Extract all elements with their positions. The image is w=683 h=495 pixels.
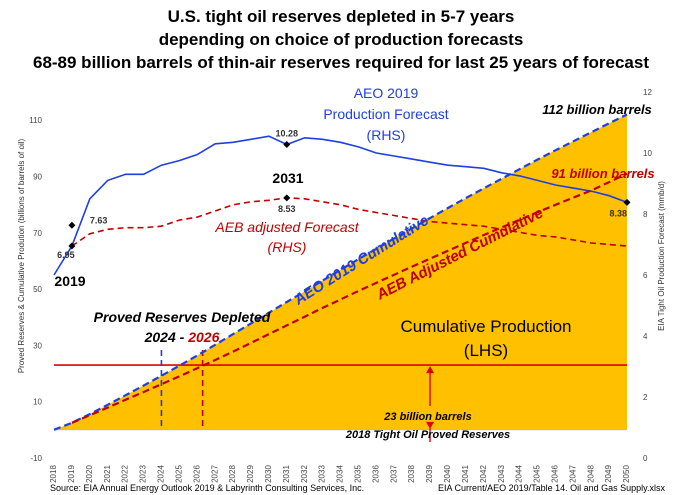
marker-layer: 6.95 7.63 10.28 8.53 8.38 [57,128,631,260]
series-layer [53,113,628,442]
point-label-7.63: 7.63 [90,215,108,225]
aeb-forecast-label-line1: AEB adjusted Forecast [214,219,359,235]
point-label-10.28: 10.28 [276,128,299,138]
chart-title-line2: depending on choice of production foreca… [159,30,524,49]
x-tick-label: 2030 [264,465,273,483]
file-note: EIA Current/AEO 2019/Table 14. Oil and G… [438,483,665,493]
cumulative-production-area [54,114,627,430]
aeo-forecast-label-line2: Production Forecast [323,106,448,122]
point-marker-8.53 [283,194,291,202]
x-tick-label: 2049 [604,465,613,483]
left-tick-label: 10 [33,398,42,407]
x-tick-label: 2039 [425,465,434,483]
left-tick-label: 50 [33,285,42,294]
x-tick-label: 2043 [497,465,506,483]
x-tick-label: 2038 [407,465,416,483]
point-marker-6.95 [68,242,76,250]
right-tick-label: 10 [643,149,652,158]
right-tick-label: 2 [643,393,648,402]
aeo-forecast-label-line3: (RHS) [367,127,406,143]
left-tick-label: 90 [33,172,42,181]
point-marker-7.63 [68,221,76,229]
source-note: Source: EIA Annual Energy Outlook 2019 &… [50,483,364,493]
depletion-year-dash: - [176,329,188,345]
depletion-year-aeb: 2026 [187,329,219,345]
depletion-year-aeo: 2024 [144,329,176,345]
x-tick-label: 2041 [461,465,470,483]
x-tick-label: 2031 [282,465,291,483]
point-marker-10.28 [283,140,291,148]
x-tick-label: 2047 [568,465,577,483]
year-2031-label: 2031 [272,170,303,186]
aeo-forecast-label-line1: AEO 2019 [354,85,419,101]
point-label-8.53: 8.53 [278,204,296,214]
left-tick-label: -10 [30,454,42,463]
reserves-arrow-up-head [426,366,435,374]
x-tick-label: 2024 [157,465,166,483]
x-tick-label: 2048 [586,465,595,483]
axis-layer: -10 10 30 50 70 90 110 0 2 4 6 8 10 12 2018 2019 2020 202… [29,88,652,483]
x-tick-label: 2045 [533,465,542,483]
point-marker-8.38 [623,198,631,206]
proved-reserves-depleted-label: Proved Reserves Depleted [94,309,271,325]
right-tick-label: 0 [643,454,648,463]
x-tick-label: 2019 [67,465,76,483]
right-tick-label: 4 [643,332,648,341]
x-tick-label: 2034 [336,465,345,483]
label-91-billion: 91 billion barrels [551,166,654,181]
x-tick-label: 2042 [479,465,488,483]
cumulative-production-label-line1: Cumulative Production [400,317,571,336]
x-tick-label: 2020 [85,465,94,483]
label-112-billion: 112 billion barrels [542,102,652,117]
year-2019-label: 2019 [54,273,85,289]
x-tick-label: 2021 [103,465,112,483]
x-tick-label: 2036 [371,465,380,483]
x-tick-label: 2050 [622,465,631,483]
reserves-label-line2: 2018 Tight Oil Proved Reserves [345,429,510,441]
left-tick-label: 30 [33,341,42,350]
x-tick-label: 2022 [121,465,130,483]
x-tick-label: 2025 [174,465,183,483]
series-line-aeb-adjusted-cumulative [71,172,628,424]
x-tick-label: 2040 [443,465,452,483]
x-tick-label: 2027 [210,465,219,483]
right-tick-label: 8 [643,210,648,219]
x-tick-label: 2028 [228,465,237,483]
x-tick-label: 2037 [389,465,398,483]
reserves-arrow-down-head [426,421,435,429]
x-tick-label: 2023 [139,465,148,483]
left-tick-label: 70 [33,229,42,238]
x-tick-label: 2044 [515,465,524,483]
area-layer [54,114,627,430]
point-label-6.95: 6.95 [57,250,75,260]
cumulative-production-label-line2: (LHS) [464,341,508,360]
reserves-label-line1: 23 billion barrels [383,411,471,423]
x-tick-label: 2018 [49,465,58,483]
x-tick-label: 2046 [550,465,559,483]
x-tick-label: 2033 [318,465,327,483]
x-tick-label: 2026 [192,465,201,483]
left-axis-label: Proved Reserves & Cumulative Prodution (… [17,139,26,374]
x-tick-label: 2029 [246,465,255,483]
x-tick-label: 2035 [354,465,363,483]
series-line-aeb-adjusted-forecast-rhs- [71,196,628,247]
aeb-forecast-label-line2: (RHS) [268,239,307,255]
chart-title-line1: U.S. tight oil reserves depleted in 5-7 … [168,7,515,26]
chart-title-line3: 68-89 billion barrels of thin-air reserv… [33,53,649,72]
right-tick-label: 6 [643,271,648,280]
right-tick-label: 12 [643,88,652,97]
x-tick-label: 2032 [300,465,309,483]
point-label-8.38: 8.38 [609,208,627,218]
depletion-years-label: 2024 - 2026 [144,329,220,345]
left-tick-label: 110 [29,116,42,125]
series-line-aeo-2019-production-forecast-rhs- [53,135,628,276]
right-axis-label: EIA Tight Oil Production Forecast (mmb/d… [657,181,666,331]
